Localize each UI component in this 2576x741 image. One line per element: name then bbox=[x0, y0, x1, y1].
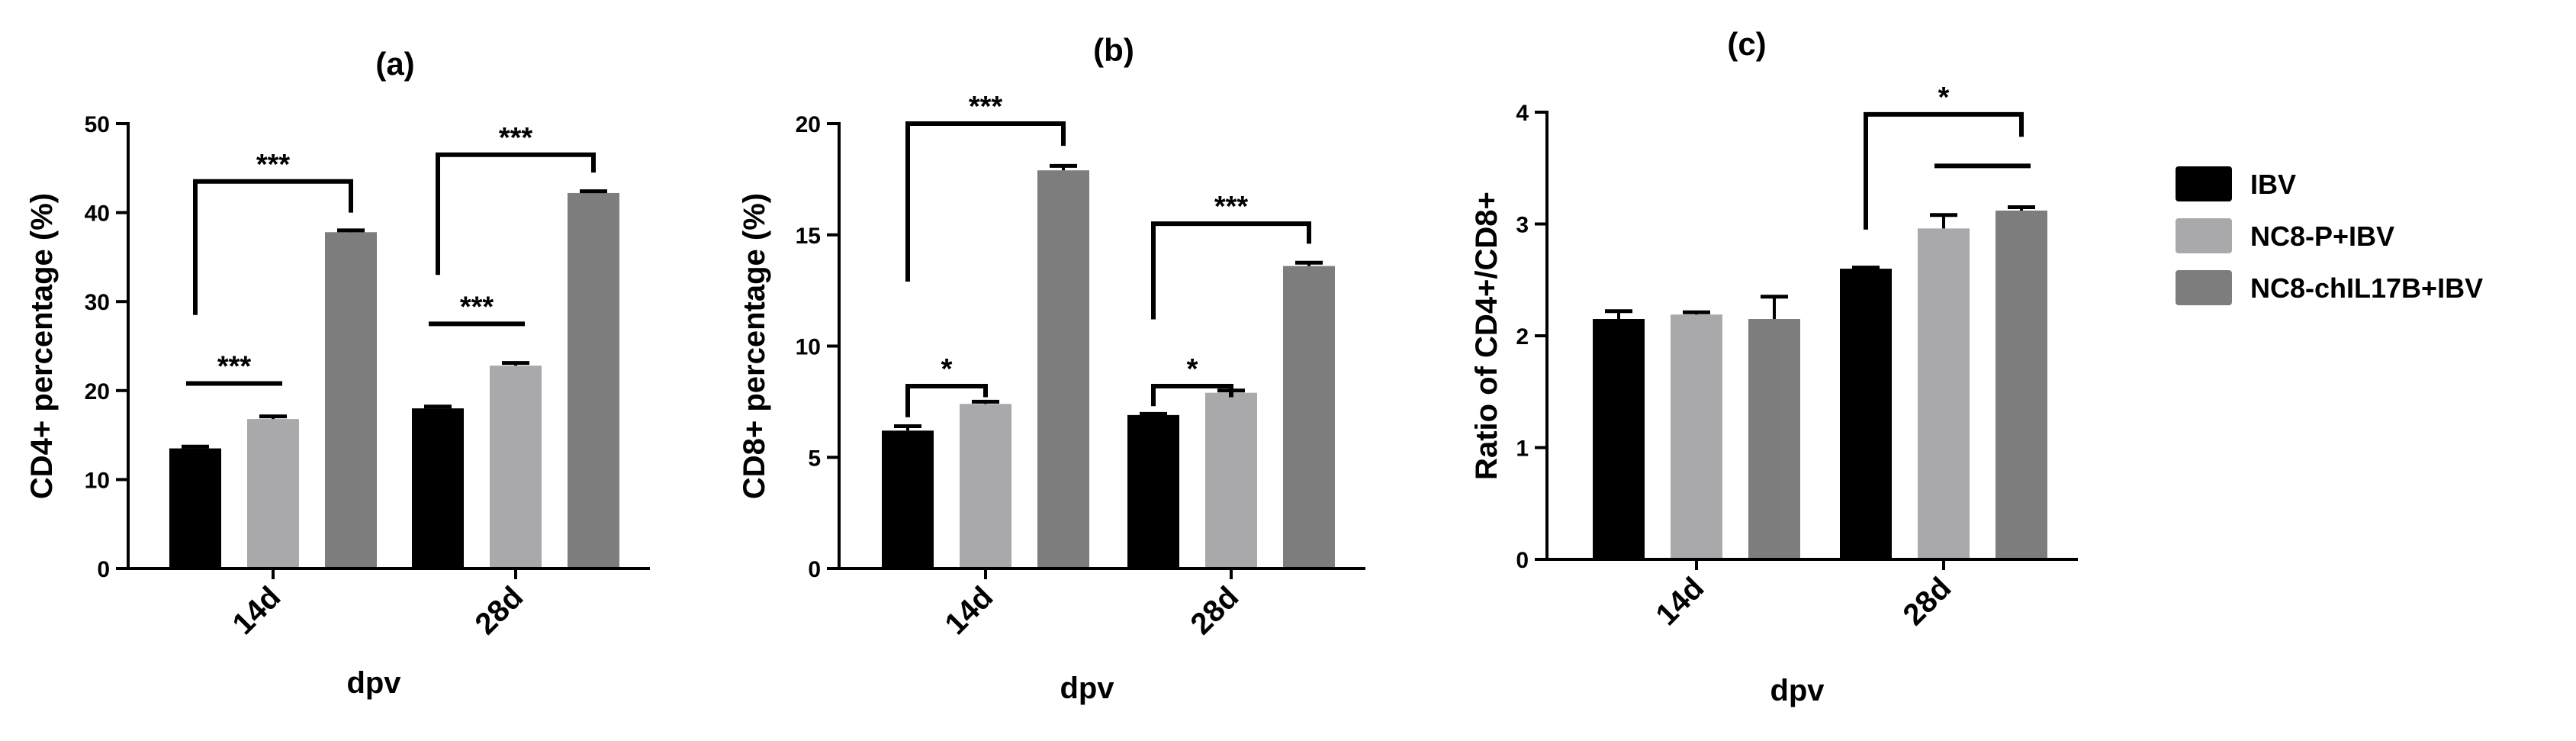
x-tick-label: 28d bbox=[1185, 580, 1246, 641]
bar-nc8-p-ibv-28d bbox=[1918, 228, 1970, 559]
significance-bracket bbox=[905, 121, 1066, 282]
y-tick-label: 3 bbox=[1516, 213, 1529, 238]
bar-ibv-14d bbox=[169, 448, 221, 569]
y-axis-title: CD8+ percentage (%) bbox=[738, 193, 771, 499]
bar-ibv-14d bbox=[882, 430, 934, 569]
panel-a: (a) 0 10 20 30 40 50 CD4+ percentage (%) 14d 28d *… bbox=[25, 46, 650, 700]
legend-label: NC8-chIL17B+IBV bbox=[2250, 272, 2483, 304]
bar-nc8-chil17b-ibv-14d bbox=[1748, 319, 1800, 559]
bar-ibv-28d bbox=[1840, 269, 1892, 559]
bar-nc8-chil17b-ibv-14d bbox=[1037, 170, 1089, 569]
significance-label: * bbox=[1187, 353, 1198, 385]
bar-nc8-chil17b-ibv-28d bbox=[1996, 210, 2047, 559]
legend-swatch-nc8-p-ibv bbox=[2176, 218, 2232, 253]
significance-label: *** bbox=[217, 350, 252, 382]
bar-nc8-p-ibv-14d bbox=[1671, 314, 1722, 559]
significance-label: * bbox=[1938, 82, 1950, 114]
y-tick-label: 40 bbox=[85, 201, 110, 227]
y-tick-label: 15 bbox=[796, 224, 821, 249]
x-tick-label: 28d bbox=[1897, 571, 1958, 632]
significance-label: *** bbox=[969, 91, 1003, 123]
y-tick-label: 30 bbox=[85, 290, 110, 315]
legend-swatch-nc8-chil17b-ibv bbox=[2176, 270, 2232, 305]
x-axis-title: dpv bbox=[346, 666, 401, 700]
y-tick-label: 20 bbox=[85, 379, 110, 404]
bar-nc8-p-ibv-28d bbox=[490, 366, 542, 569]
bar-nc8-chil17b-ibv-14d bbox=[325, 232, 377, 569]
x-axis-title: dpv bbox=[1060, 672, 1114, 705]
significance-bracket bbox=[1151, 383, 1233, 407]
bar-nc8-p-ibv-14d bbox=[960, 404, 1011, 569]
x-tick-label: 14d bbox=[227, 580, 288, 641]
legend-label: NC8-P+IBV bbox=[2250, 221, 2394, 252]
bar-ibv-28d bbox=[412, 408, 464, 569]
bar-ibv-14d bbox=[1593, 319, 1645, 559]
bar-nc8-p-ibv-28d bbox=[1205, 392, 1257, 569]
significance-label: *** bbox=[460, 291, 494, 323]
y-tick-label: 10 bbox=[796, 335, 821, 360]
panel-title: (b) bbox=[1093, 32, 1134, 68]
significance-label: *** bbox=[1214, 191, 1249, 223]
x-tick-label: 28d bbox=[469, 580, 530, 641]
y-tick-label: 4 bbox=[1516, 101, 1529, 126]
significance-label: * bbox=[941, 353, 953, 385]
panel-c: (c) 0 1 2 3 4 Ratio of CD4+/CD8+ 14d 28d * dpv bbox=[1470, 26, 2078, 707]
panel-title: (a) bbox=[375, 46, 414, 82]
significance-bracket bbox=[1151, 221, 1311, 320]
y-tick-label: 0 bbox=[97, 557, 110, 582]
y-tick-label: 1 bbox=[1516, 437, 1529, 462]
x-tick-label: 14d bbox=[939, 580, 1000, 641]
y-tick-label: 0 bbox=[1516, 548, 1529, 573]
bar-nc8-chil17b-ibv-28d bbox=[568, 192, 619, 569]
y-tick-label: 0 bbox=[808, 557, 821, 582]
y-tick-label: 5 bbox=[808, 446, 821, 471]
significance-bracket bbox=[905, 383, 988, 417]
significance-bracket bbox=[436, 152, 596, 275]
bar-nc8-chil17b-ibv-28d bbox=[1283, 266, 1335, 569]
significance-bracket bbox=[193, 179, 353, 315]
legend-label: IBV bbox=[2250, 169, 2296, 200]
y-axis-title: CD4+ percentage (%) bbox=[25, 193, 59, 499]
bar-nc8-p-ibv-14d bbox=[247, 419, 299, 569]
x-axis-title: dpv bbox=[1770, 674, 1825, 707]
significance-label: *** bbox=[256, 149, 291, 181]
y-tick-label: 2 bbox=[1516, 324, 1529, 350]
y-tick-label: 20 bbox=[796, 112, 821, 137]
significance-bracket bbox=[1864, 111, 2024, 230]
significance-label: *** bbox=[499, 122, 533, 154]
y-tick-label: 50 bbox=[85, 112, 110, 137]
y-tick-label: 10 bbox=[85, 468, 110, 493]
legend: IBV NC8-P+IBV NC8-chIL17B+IBV bbox=[2176, 166, 2483, 305]
legend-swatch-ibv bbox=[2176, 166, 2232, 201]
x-tick-label: 14d bbox=[1650, 571, 1711, 632]
panel-title: (c) bbox=[1727, 26, 1766, 62]
bar-ibv-28d bbox=[1127, 414, 1179, 569]
y-axis-title: Ratio of CD4+/CD8+ bbox=[1470, 192, 1503, 480]
